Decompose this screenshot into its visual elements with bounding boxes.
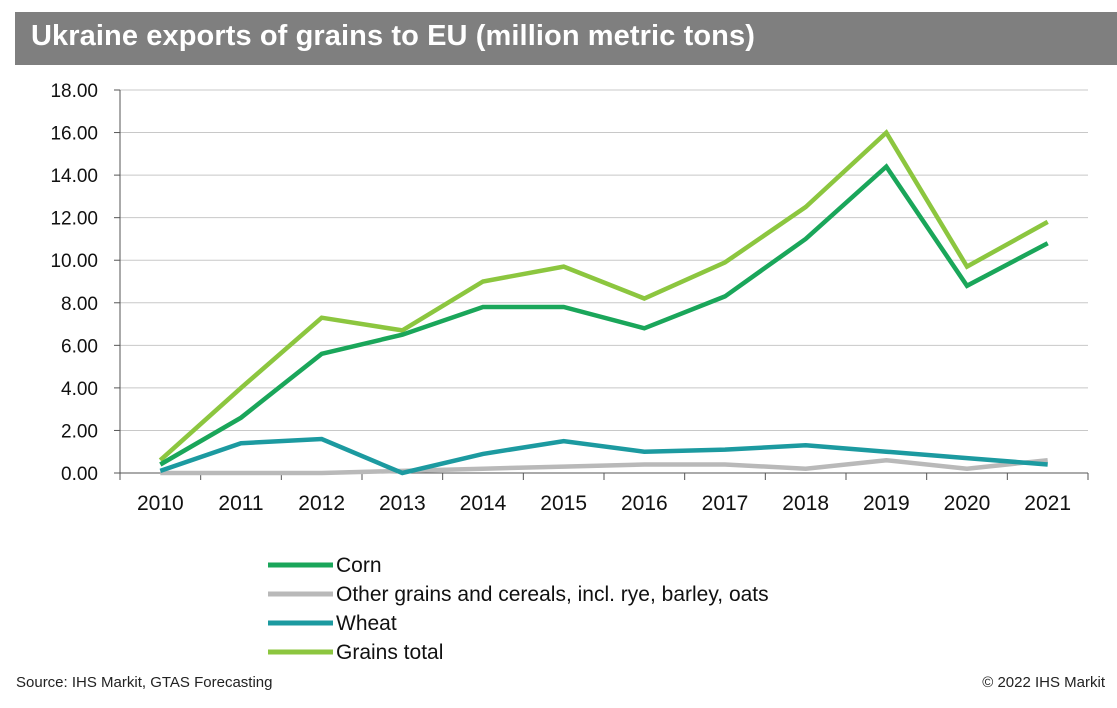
x-tick-label: 2011 [218, 492, 263, 515]
x-tick-label: 2017 [702, 492, 749, 515]
x-tick-label: 2021 [1024, 492, 1071, 515]
chart-title: Ukraine exports of grains to EU (million… [31, 20, 755, 52]
y-tick-label: 6.00 [61, 336, 98, 357]
x-tick-label: 2012 [298, 492, 345, 515]
y-tick-label: 0.00 [61, 464, 98, 485]
legend-label: Wheat [336, 612, 397, 635]
series-lines [158, 129, 1049, 476]
y-tick-label: 18.00 [50, 81, 98, 102]
x-tick-label: 2019 [863, 492, 910, 515]
x-tick-label: 2018 [782, 492, 829, 515]
y-tick-label: 8.00 [61, 294, 98, 315]
y-tick-label: 10.00 [50, 251, 98, 272]
y-tick-label: 12.00 [50, 209, 98, 230]
x-tick-label: 2015 [540, 492, 587, 515]
legend: Corn Other grains and cereals, incl. rye,… [268, 554, 769, 664]
grid-lines [120, 89, 1088, 431]
y-tick-label: 2.00 [61, 421, 98, 442]
x-tick-label: 2014 [460, 492, 507, 515]
title-bar: Ukraine exports of grains to EU (million… [15, 12, 1117, 65]
y-tick-label: 4.00 [61, 379, 98, 400]
x-tick-label: 2013 [379, 492, 426, 515]
x-tick-label: 2016 [621, 492, 668, 515]
axes: 0.00 2.00 4.00 6.00 8.00 10.00 12.00 14.00 16.00… [50, 81, 1089, 515]
source-note: Source: IHS Markit, GTAS Forecasting [16, 674, 273, 691]
x-tick-label: 2010 [137, 492, 184, 515]
series-line [159, 436, 1048, 476]
series-line [159, 163, 1049, 467]
copyright-note: © 2022 IHS Markit [982, 674, 1105, 691]
legend-label: Other grains and cereals, incl. rye, bar… [336, 583, 769, 606]
x-tick-label: 2020 [944, 492, 991, 515]
y-tick-label: 16.00 [50, 124, 98, 145]
legend-label: Corn [336, 554, 382, 577]
legend-label: Grains total [336, 641, 443, 664]
series-line [160, 457, 1048, 476]
y-tick-label: 14.00 [50, 166, 98, 187]
series-line [158, 129, 1049, 462]
